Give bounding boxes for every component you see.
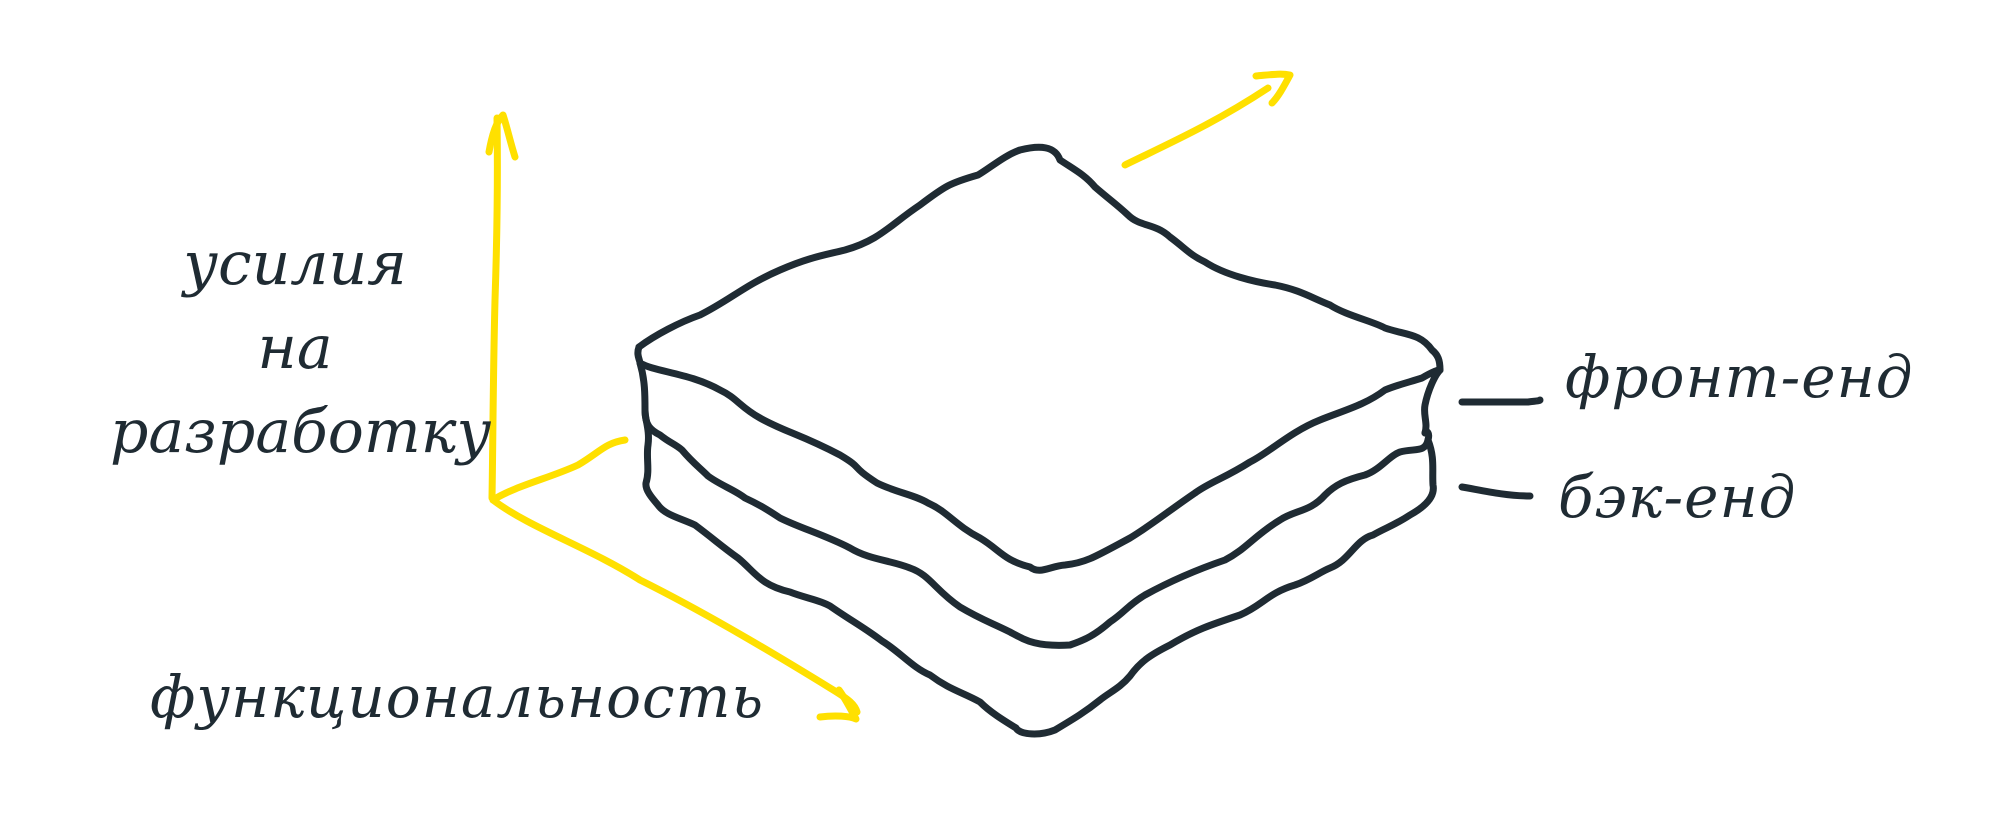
horizontal-axis-label: функциональность [150, 663, 765, 731]
front-end-pointer-line [1458, 396, 1544, 406]
vertical-axis-label-line-3: разработку [110, 397, 492, 467]
z-axis-front-line [1121, 84, 1272, 169]
vertical-axis-label-line-1: усилия [183, 229, 407, 299]
layer-bottom-floor [641, 406, 1437, 738]
back-end-label: бэк-енд [1558, 463, 1797, 531]
layer-bottom-side [636, 359, 1433, 649]
vertical-axis-label-line-2: на [257, 313, 333, 383]
cake-layers [634, 143, 1444, 738]
vertical-axis-label: усилия на разработку [110, 222, 492, 474]
front-end-label: фронт-енд [1565, 343, 1914, 411]
layer-top-side [634, 343, 1444, 574]
x-axis-arrowhead [816, 686, 860, 723]
z-axis-arrowhead [1252, 70, 1294, 107]
y-axis-line [488, 114, 501, 502]
layer-pointers [1458, 396, 1544, 500]
z-axis-back-line [489, 436, 629, 504]
layer-top-outline [635, 143, 1444, 374]
axes [485, 70, 1294, 723]
y-axis-arrowhead [485, 111, 519, 161]
back-end-pointer-line [1458, 483, 1534, 500]
